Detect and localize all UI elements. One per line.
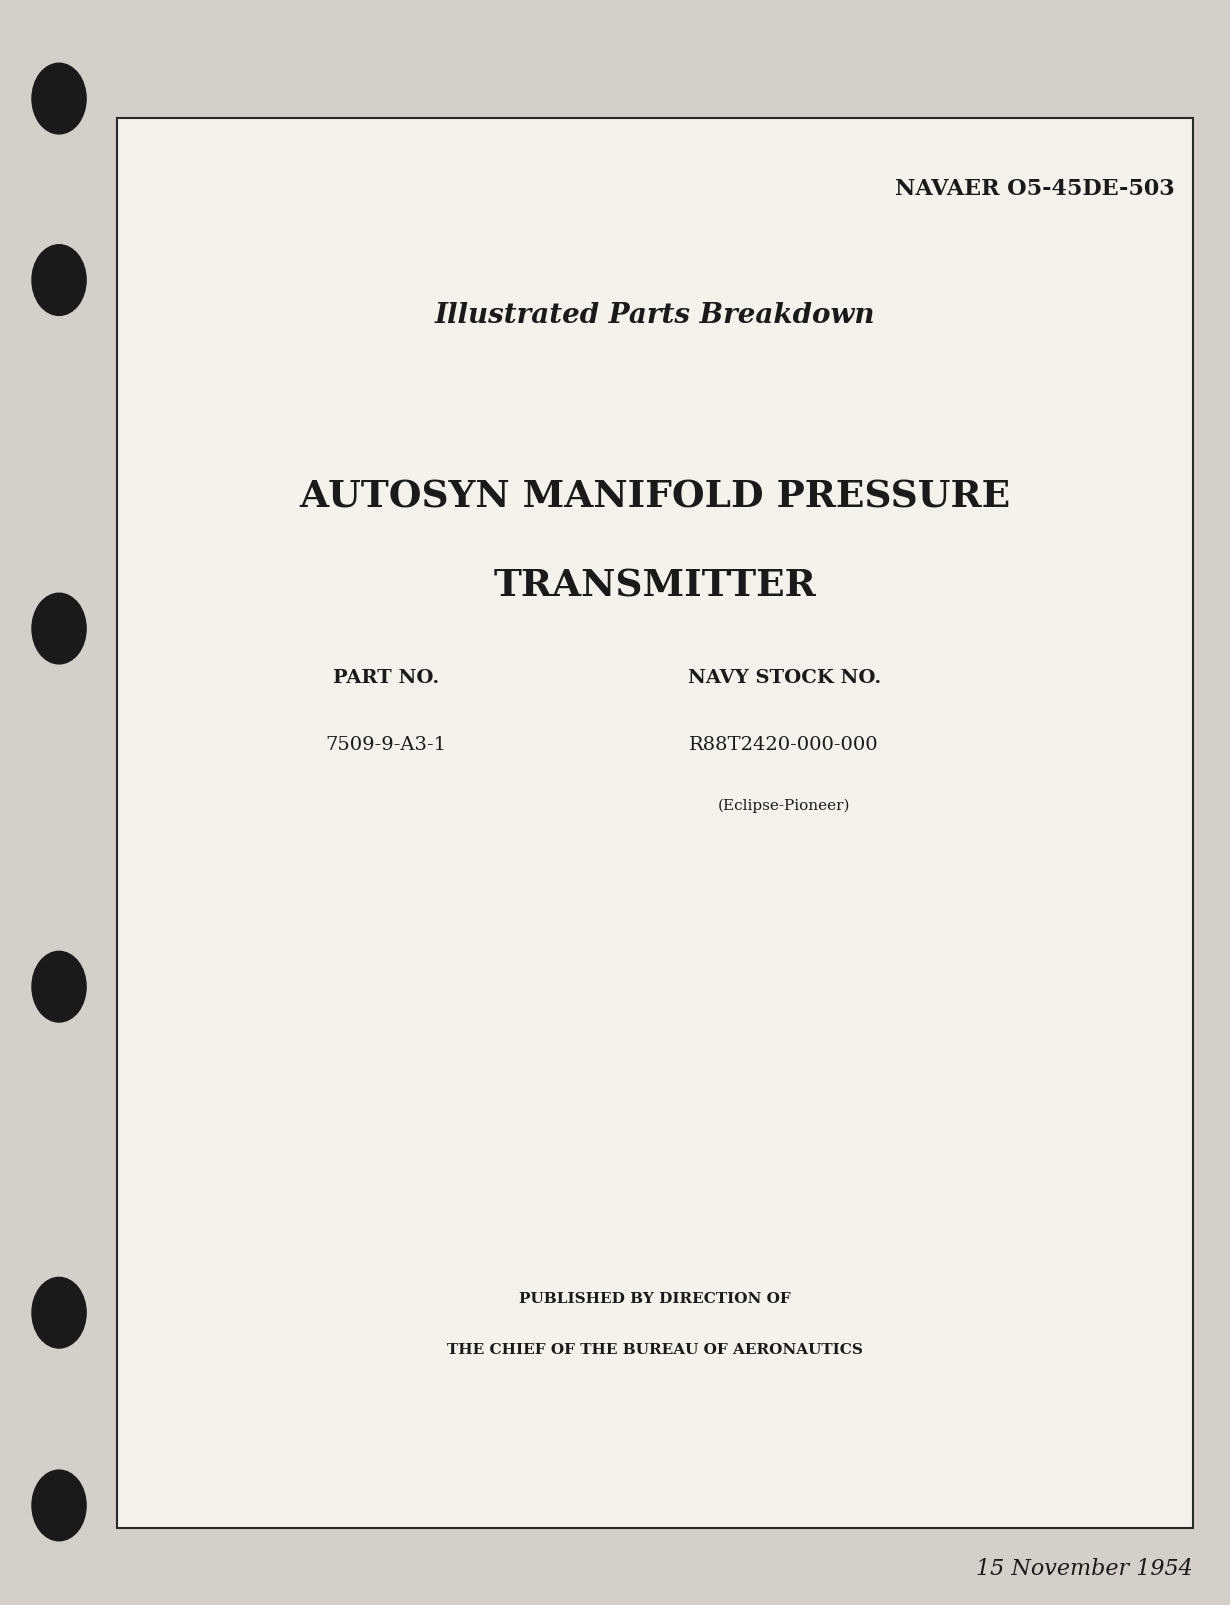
Text: NAVAER O5-45DE-503: NAVAER O5-45DE-503 <box>895 178 1175 201</box>
Text: PART NO.: PART NO. <box>333 668 439 687</box>
Text: 15 November 1954: 15 November 1954 <box>977 1557 1193 1579</box>
Circle shape <box>32 1278 86 1348</box>
Circle shape <box>32 64 86 135</box>
Text: (Eclipse-Pioneer): (Eclipse-Pioneer) <box>718 798 850 812</box>
Circle shape <box>32 594 86 664</box>
Circle shape <box>32 1470 86 1541</box>
Text: Illustrated Parts Breakdown: Illustrated Parts Breakdown <box>434 302 876 329</box>
Circle shape <box>32 952 86 1022</box>
FancyBboxPatch shape <box>117 119 1193 1528</box>
Text: TRANSMITTER: TRANSMITTER <box>493 567 817 603</box>
Text: 7509-9-A3-1: 7509-9-A3-1 <box>326 737 446 754</box>
Text: PUBLISHED BY DIRECTION OF: PUBLISHED BY DIRECTION OF <box>519 1290 791 1305</box>
Text: THE CHIEF OF THE BUREAU OF AERONAUTICS: THE CHIEF OF THE BUREAU OF AERONAUTICS <box>446 1342 863 1356</box>
Text: R88T2420-000-000: R88T2420-000-000 <box>689 737 879 754</box>
Text: NAVY STOCK NO.: NAVY STOCK NO. <box>688 668 881 687</box>
Circle shape <box>32 246 86 316</box>
Text: AUTOSYN MANIFOLD PRESSURE: AUTOSYN MANIFOLD PRESSURE <box>299 478 1011 515</box>
